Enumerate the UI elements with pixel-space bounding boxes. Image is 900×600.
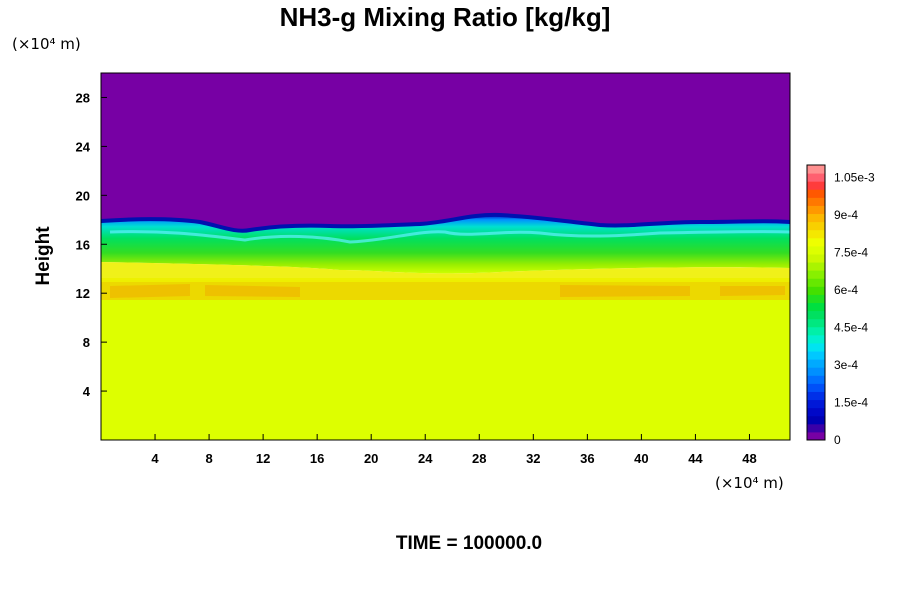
y-tick-label: 8 xyxy=(83,335,90,350)
colorbar-segment xyxy=(807,189,825,198)
colorbar-segment xyxy=(807,302,825,312)
x-tick-label: 8 xyxy=(205,451,212,466)
x-tick-label: 28 xyxy=(472,451,486,466)
colorbar-segment xyxy=(807,415,825,425)
colorbar-segment xyxy=(807,213,825,223)
colorbar-segment xyxy=(807,334,825,344)
colorbar-segment xyxy=(807,229,825,239)
time-label: TIME = 100000.0 xyxy=(396,533,542,554)
plot-area xyxy=(101,73,790,440)
x-tick-label: 44 xyxy=(688,451,703,466)
colorbar-segment xyxy=(807,278,825,287)
lower-layer xyxy=(101,278,790,440)
x-tick-label: 4 xyxy=(151,451,159,466)
colorbar-tick-label: 9e-4 xyxy=(834,208,858,222)
lower-band-patches xyxy=(110,284,785,298)
colorbar-ticks: 1.05e-3 9e-4 7.5e-4 6e-4 4.5e-4 3e-4 1.5e-4 0 xyxy=(834,171,875,448)
colorbar-segment xyxy=(807,253,825,263)
colorbar-segment xyxy=(807,423,825,433)
colorbar-segment xyxy=(807,407,825,417)
colorbar-segment xyxy=(807,165,825,174)
colorbar-segment xyxy=(807,342,825,352)
y-tick-label: 24 xyxy=(76,139,91,154)
y-tick-label: 20 xyxy=(76,188,90,203)
colorbar-segment xyxy=(807,270,825,279)
colorbar-segment xyxy=(807,326,825,336)
y-tick-label: 28 xyxy=(76,90,90,105)
colorbar-segment xyxy=(807,375,825,384)
colorbar-segment xyxy=(807,391,825,401)
colorbar-segment xyxy=(807,318,825,328)
y-axis-label: Height xyxy=(33,226,54,286)
x-axis: 4 8 12 16 20 24 28 32 36 40 44 48 xyxy=(151,434,757,466)
x-tick-label: 32 xyxy=(526,451,540,466)
colorbar-segment xyxy=(807,286,825,295)
colorbar-tick-label: 1.05e-3 xyxy=(834,171,875,185)
x-unit-label: (×10⁴ m) xyxy=(715,474,784,492)
front-highlight xyxy=(109,230,790,244)
y-axis: 4 8 12 16 20 24 28 xyxy=(76,90,107,399)
colorbar-tick-label: 3e-4 xyxy=(834,358,858,372)
colorbar-segment xyxy=(807,173,825,182)
x-tick-label: 20 xyxy=(364,451,378,466)
colorbar-segment xyxy=(807,197,825,206)
colorbar-segment xyxy=(807,383,825,392)
y-tick-label: 12 xyxy=(76,286,90,301)
x-tick-label: 16 xyxy=(310,451,324,466)
colorbar-tick-label: 1.5e-4 xyxy=(834,396,868,410)
colorbar-segment xyxy=(807,359,825,368)
front-edge xyxy=(101,212,790,233)
colorbar-frame xyxy=(806,164,826,441)
chart-title: NH3-g Mixing Ratio [kg/kg] xyxy=(280,2,611,32)
colorbar-segment xyxy=(807,205,825,215)
colorbar-segment xyxy=(807,367,825,376)
colorbar-segment xyxy=(807,245,825,255)
upper-layer xyxy=(101,73,790,233)
colorbar-segment xyxy=(807,294,825,303)
colorbar-tick-label: 7.5e-4 xyxy=(834,246,868,260)
colorbar-segment xyxy=(807,181,825,190)
colorbar-tick-label: 0 xyxy=(834,433,841,447)
colorbar-segment xyxy=(807,310,825,320)
x-tick-label: 36 xyxy=(580,451,594,466)
x-tick-label: 24 xyxy=(418,451,433,466)
x-tick-label: 48 xyxy=(742,451,756,466)
plot-frame xyxy=(100,72,791,441)
y-tick-label: 4 xyxy=(83,384,91,399)
colorbar xyxy=(806,164,826,441)
x-tick-label: 12 xyxy=(256,451,270,466)
mixing-front xyxy=(101,214,790,274)
colorbar-tick-label: 4.5e-4 xyxy=(834,321,868,335)
y-tick-label: 16 xyxy=(76,237,90,252)
colorbar-tick-label: 6e-4 xyxy=(834,283,858,297)
colorbar-segment xyxy=(807,262,825,271)
colorbar-segment xyxy=(807,221,825,231)
colorbar-segment xyxy=(807,431,825,441)
x-tick-label: 40 xyxy=(634,451,648,466)
colorbar-segment xyxy=(807,237,825,247)
y-unit-label: (×10⁴ m) xyxy=(12,35,81,53)
colorbar-segment xyxy=(807,399,825,409)
colorbar-segment xyxy=(807,351,825,360)
band-transition xyxy=(101,262,790,282)
